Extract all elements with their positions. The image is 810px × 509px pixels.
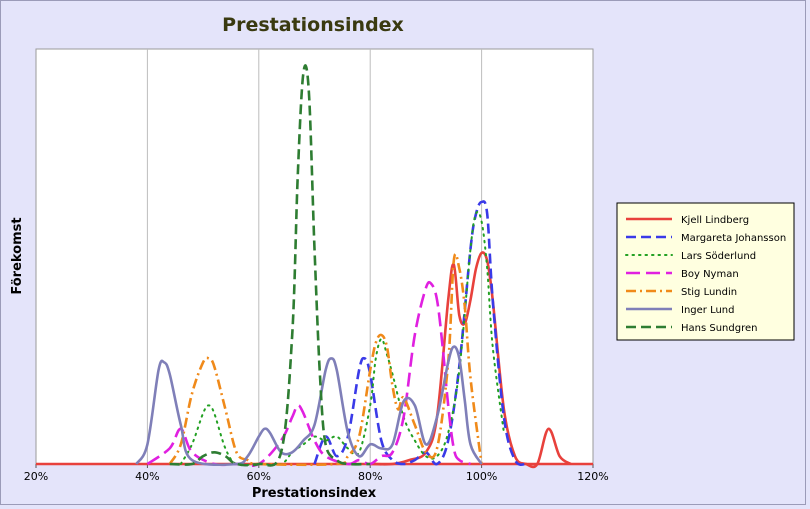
x-tick-label: 60% [247, 470, 271, 483]
chart-title: Prestationsindex [222, 14, 404, 36]
legend-label-1: Margareta Johansson [681, 233, 786, 244]
legend: Kjell Lindberg Margareta Johansson Lars Sö… [616, 202, 795, 341]
x-tick-label: 40% [135, 470, 159, 483]
legend-label-3: Boy Nyman [681, 269, 739, 280]
x-axis-title: Prestationsindex [252, 486, 377, 501]
series-group [36, 64, 593, 469]
series-line-6 [169, 64, 371, 467]
series-line-4 [168, 252, 483, 467]
x-tick-label: 80% [358, 470, 382, 483]
legend-label-2: Lars Söderlund [681, 251, 756, 262]
series-line-2 [179, 210, 505, 467]
series-line-3 [146, 280, 471, 468]
x-tick-label: 100% [466, 470, 497, 483]
legend-label-6: Hans Sundgren [681, 323, 757, 334]
x-tick-label: 20% [24, 470, 48, 483]
y-axis-title: Förekomst [10, 217, 25, 294]
x-tick-label: 120% [577, 470, 608, 483]
grid-lines [146, 49, 483, 464]
legend-label-0: Kjell Lindberg [681, 215, 749, 226]
legend-box [616, 202, 795, 341]
legend-label-5: Inger Lund [681, 305, 735, 316]
legend-label-4: Stig Lundin [681, 287, 737, 298]
series-line-0 [370, 251, 572, 469]
series-line-5 [135, 345, 483, 467]
x-axis-ticks: 20% 40% 60% 80% 100% 120% [24, 464, 609, 483]
